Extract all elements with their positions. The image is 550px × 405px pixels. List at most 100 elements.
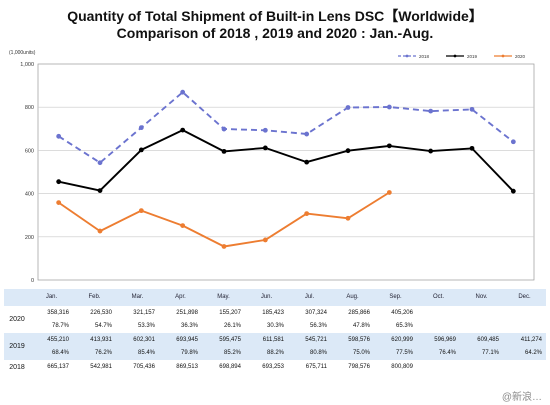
data-point-2019 [510,188,516,194]
table-pct-cell: 80.8% [288,347,331,360]
data-point-2020 [386,190,392,195]
table-value-cell: 705,436 [116,360,159,374]
data-point-2019 [221,148,227,154]
watermark: @新浪… [501,392,542,403]
data-point-2020 [221,244,227,249]
line-chart: 0 200 400 600 800 1,000 (1,000units) 2018 2019 20… [6,44,542,284]
data-point-2018 [138,125,144,131]
table-value-cell: 869,513 [159,360,202,374]
table-month-header: Mar. [116,289,159,306]
data-point-2019 [469,145,475,151]
table-month-header: Jul. [288,289,331,306]
legend-marker-2020 [501,54,505,58]
table-value-cell: 405,206 [374,306,417,320]
table-row-2020: 2020 358,316 226,530 321,157 251,898 155,207 1… [4,306,546,333]
table-pct-cell: 53.3% [116,320,159,333]
legend-marker-2018 [405,54,409,58]
line-chart-svg: 0 200 400 600 800 1,000 (1,000units) 2018 2019 20… [9,50,535,284]
table-value-cell: 155,207 [202,306,245,320]
y-unit-label: (1,000units) [9,50,36,56]
data-point-2019 [345,148,351,154]
data-point-2019 [56,179,62,185]
series-line-2019 [58,129,514,192]
data-point-2018 [345,105,351,110]
table-pct-cell [460,320,503,333]
table-year-label: 2020 [4,306,30,333]
data-point-2020 [262,237,268,243]
data-point-2018 [221,126,227,132]
y-tick-label: 0 [31,278,34,284]
table-pct-cell: 78.7% [30,320,73,333]
table-value-cell [503,306,546,320]
data-point-2018 [469,106,475,112]
data-point-2019 [138,147,144,153]
data-point-2018 [386,104,392,110]
data-point-2019 [386,143,392,149]
data-point-2019 [304,159,310,165]
table-pct-row-2020: 78.7% 54.7% 53.3% 36.3% 26.1% 30.3% 56.3% 47.8%… [4,320,546,333]
table-month-header: Apr. [159,289,202,306]
table-value-cell [460,360,503,374]
table-pct-cell: 85.4% [116,347,159,360]
table-pct-cell: 47.8% [331,320,374,333]
data-point-2018 [56,133,62,139]
table-month-header: Nov. [460,289,503,306]
table-pct-cell: 54.7% [73,320,116,333]
table-value-cell: 620,999 [374,333,417,347]
table-month-header: Jan. [30,289,73,306]
table-row-2019: 2019 455,210 413,931 602,301 693,945 595,475 6… [4,333,546,360]
data-point-2020 [138,208,144,214]
data-point-2018 [180,89,186,95]
table-pct-cell: 36.3% [159,320,202,333]
table-pct-cell: 65.3% [374,320,417,333]
table-value-cell: 413,931 [73,333,116,347]
data-point-2020 [56,200,62,206]
table-pct-cell: 30.3% [245,320,288,333]
data-point-2019 [428,148,434,154]
table-pct-row-2019: 68.4% 76.2% 85.4% 79.8% 85.2% 88.2% 80.8% 75.0%… [4,347,546,360]
table-value-cell [503,360,546,374]
table-value-cell: 358,316 [30,306,73,320]
table-value-cell: 609,485 [460,333,503,347]
table-month-header: Sep. [374,289,417,306]
table-pct-cell: 77.5% [374,347,417,360]
table-header-row: Jan. Feb. Mar. Apr. May. Jun. Jul. Aug. Sep. Oct.… [4,289,546,306]
table-pct-cell [417,320,460,333]
table-value-cell: 307,324 [288,306,331,320]
table-value-cell [417,360,460,374]
data-point-2020 [345,215,351,221]
table-pct-cell [503,320,546,333]
table-pct-cell: 79.8% [159,347,202,360]
table-value-cell: 693,253 [245,360,288,374]
table-month-header: Feb. [73,289,116,306]
data-table: Jan. Feb. Mar. Apr. May. Jun. Jul. Aug. Sep. Oct.… [4,289,546,374]
table-value-cell: 285,866 [331,306,374,320]
table-value-cell: 542,981 [73,360,116,374]
table-value-cell: 411,274 [503,333,546,347]
table-month-header: May. [202,289,245,306]
table-month-header: Dec. [503,289,546,306]
table-value-cell: 455,210 [30,333,73,347]
y-tick-label: 400 [25,192,34,198]
table-value-cell: 251,898 [159,306,202,320]
table-value-cell: 185,423 [245,306,288,320]
data-point-2019 [180,127,186,133]
data-point-2020 [97,228,103,234]
table-value-cell: 665,137 [30,360,73,374]
table-value-cell: 598,576 [331,333,374,347]
chart-title-line-1: Quantity of Total Shipment of Built-in L… [67,8,483,24]
table-value-cell: 595,475 [202,333,245,347]
y-tick-label: 200 [25,235,34,241]
plot-area [37,63,535,281]
y-tick-label: 600 [25,148,34,154]
table-month-header: Aug. [331,289,374,306]
data-point-2018 [304,131,310,137]
y-tick-label: 1,000 [20,62,34,68]
data-point-2018 [97,160,103,166]
table-pct-cell: 64.2% [503,347,546,360]
table-pct-cell: 75.0% [331,347,374,360]
table-value-cell: 800,809 [374,360,417,374]
table-value-cell: 675,711 [288,360,331,374]
table-value-cell: 611,581 [245,333,288,347]
legend-marker-2019 [453,54,457,58]
